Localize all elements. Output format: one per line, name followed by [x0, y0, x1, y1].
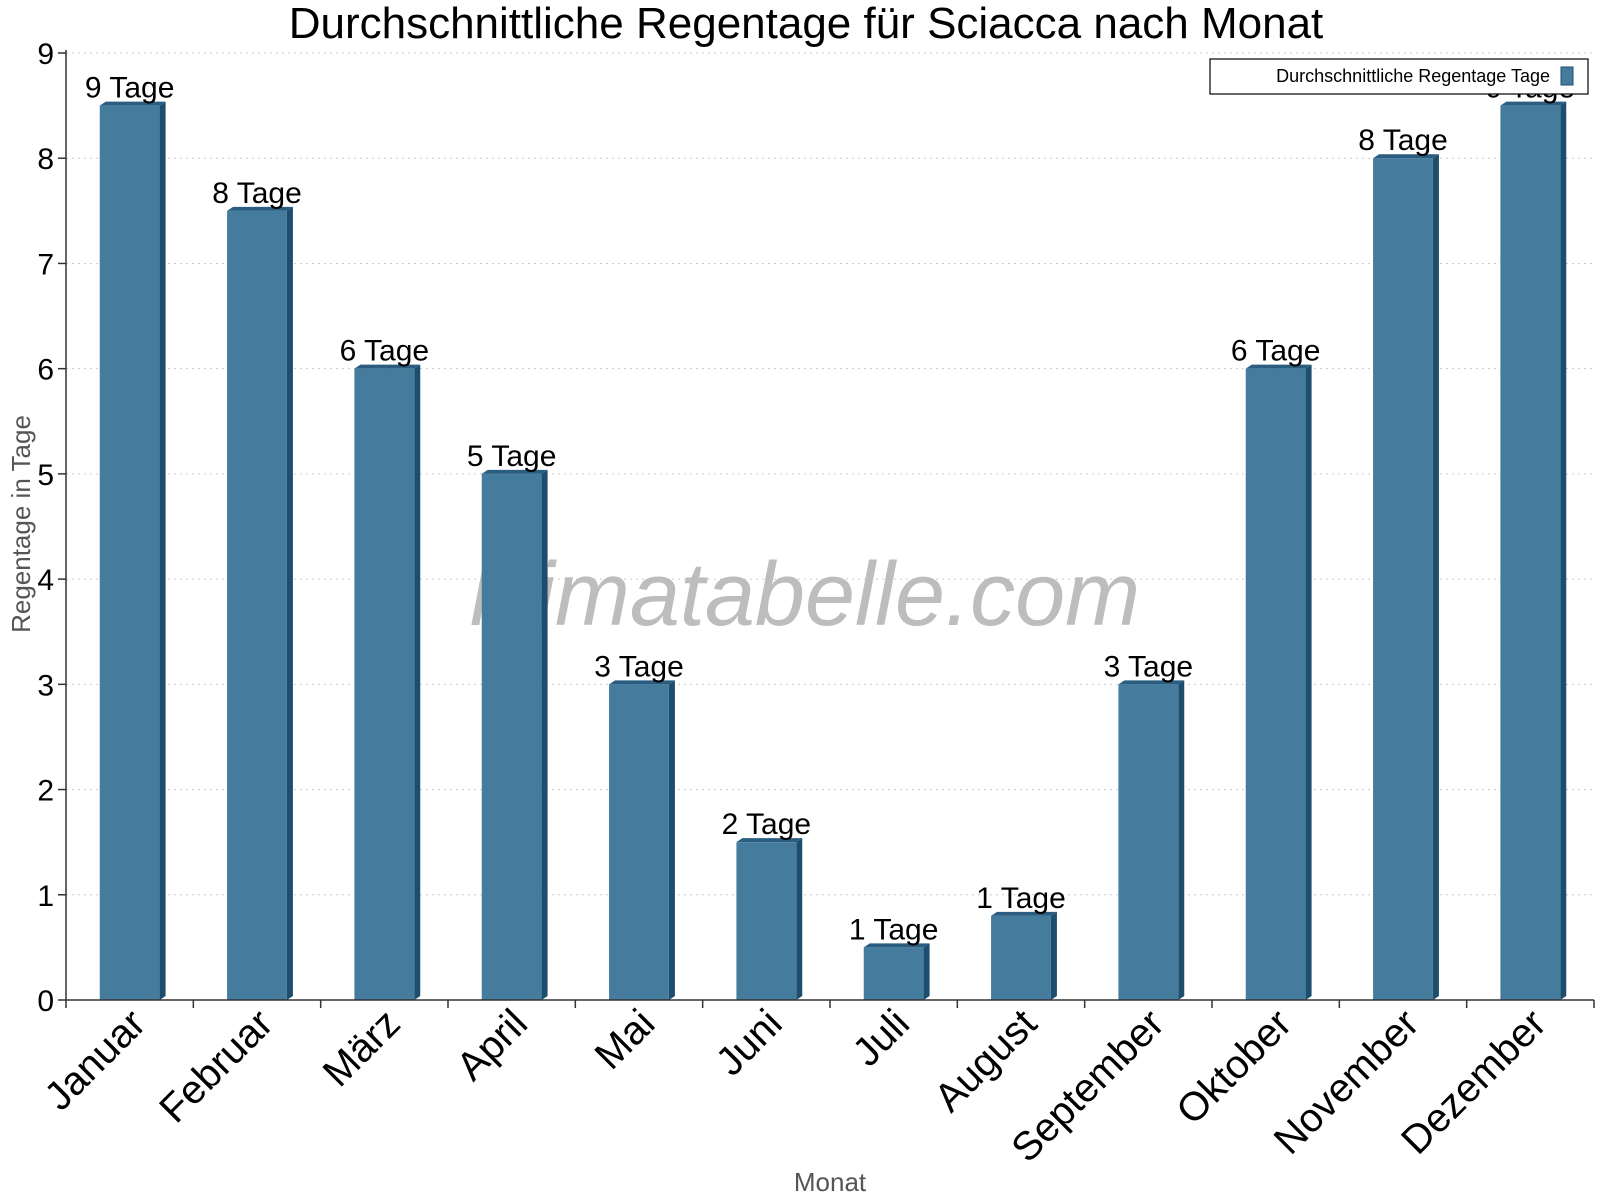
- y-tick-label: 6: [37, 354, 54, 387]
- data-label: 3 Tage: [594, 650, 684, 683]
- chart-title: Durchschnittliche Regentage für Sciacca …: [289, 0, 1324, 48]
- bar: [1500, 105, 1561, 1001]
- bar-top: [99, 101, 166, 106]
- data-label: 1 Tage: [849, 913, 939, 946]
- x-tick-label: August: [926, 1001, 1045, 1120]
- data-label: 3 Tage: [1104, 650, 1194, 683]
- legend-label: Durchschnittliche Regentage Tage: [1276, 66, 1550, 86]
- legend-box: [1209, 58, 1589, 95]
- data-label: 8 Tage: [212, 177, 302, 210]
- bar-side: [1178, 680, 1185, 1000]
- data-label: 5 Tage: [467, 440, 557, 473]
- bar-side: [414, 364, 421, 1001]
- bar-top: [991, 911, 1057, 916]
- bar-top: [481, 469, 548, 474]
- axes: [58, 50, 1595, 1008]
- x-tick-label: Februar: [151, 1001, 281, 1131]
- bar-side: [286, 206, 293, 1001]
- data-label: 8 Tage: [1358, 124, 1448, 157]
- bar-side: [668, 680, 675, 1000]
- bar-series: [99, 101, 1567, 1001]
- bar: [863, 947, 924, 1000]
- y-tick-label: 7: [37, 248, 54, 281]
- bar-top: [1373, 154, 1439, 159]
- x-tick-label: Juli: [844, 1001, 918, 1075]
- bar-top: [354, 364, 421, 369]
- bar-top: [736, 838, 803, 843]
- y-tick-label: 3: [37, 669, 54, 702]
- bar: [1245, 368, 1306, 1001]
- bar: [609, 684, 669, 1000]
- bar-side: [1050, 911, 1057, 1000]
- y-tick-label: 8: [37, 143, 54, 176]
- y-tick-label: 4: [37, 564, 54, 597]
- bar-top: [1500, 101, 1567, 106]
- bar-side: [796, 838, 803, 1000]
- y-tick-label: 1: [37, 880, 54, 913]
- bar-top: [609, 680, 675, 685]
- bar: [99, 105, 160, 1001]
- legend: Durchschnittliche Regentage Tage: [1209, 58, 1589, 95]
- x-axis-title: Monat: [794, 1167, 867, 1197]
- data-labels: 9 Tage 8 Tage 6 Tage 5 Tage 3 Tage 2 Tage 1 Ta…: [85, 72, 1575, 947]
- bar-top: [1118, 680, 1185, 685]
- x-tick-label: Juni: [708, 1001, 791, 1084]
- x-tick-label: Oktober: [1168, 1001, 1300, 1133]
- x-tick-label: April: [448, 1001, 536, 1089]
- legend-swatch: [1560, 66, 1574, 86]
- data-label: 6 Tage: [1231, 335, 1321, 368]
- grid-lines: [66, 52, 1594, 896]
- bar-side: [541, 469, 548, 1000]
- y-tick-label: 0: [37, 985, 54, 1018]
- bar: [481, 473, 542, 1000]
- bar-side: [1560, 101, 1567, 1001]
- data-label: 1 Tage: [976, 882, 1066, 915]
- bar-top: [863, 943, 930, 948]
- x-tick-label: Mai: [587, 1001, 664, 1078]
- bar: [1118, 684, 1179, 1000]
- watermark: klimatabelle.com: [470, 545, 1140, 645]
- bar-side: [1432, 154, 1439, 1000]
- bar: [227, 210, 287, 1001]
- data-label: 2 Tage: [722, 808, 812, 841]
- x-tick-label: März: [315, 1001, 409, 1095]
- y-tick-label: 9: [37, 38, 54, 71]
- data-label: 9 Tage: [85, 72, 175, 105]
- bar-side: [159, 101, 166, 1001]
- y-tick-label: 5: [37, 459, 54, 492]
- x-tick-label: Januar: [36, 1001, 154, 1119]
- bar-top: [227, 206, 293, 211]
- bar: [1373, 158, 1433, 1000]
- bar-top: [1245, 364, 1312, 369]
- y-axis-title: Regentage in Tage: [6, 415, 36, 633]
- bar: [354, 368, 415, 1001]
- bar-side: [923, 943, 930, 1000]
- bar: [736, 842, 797, 1000]
- y-tick-labels: 0 1 2 3 4 5 6 7 8 9: [37, 38, 54, 1018]
- data-label: 6 Tage: [340, 335, 430, 368]
- y-tick-label: 2: [37, 775, 54, 808]
- bar-side: [1305, 364, 1312, 1001]
- bar: [991, 915, 1051, 1000]
